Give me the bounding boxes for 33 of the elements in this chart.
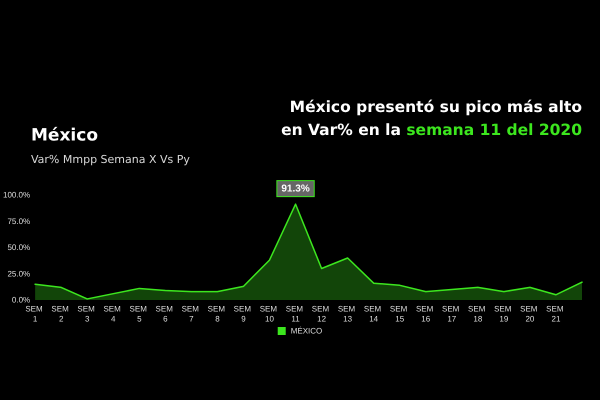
x-tick-label: SEM 12 xyxy=(312,304,332,324)
x-tick-label: SEM 5 xyxy=(130,304,150,324)
x-tick-label: SEM 10 xyxy=(260,304,280,324)
x-tick-label: SEM 18 xyxy=(468,304,488,324)
chart-title: México xyxy=(31,126,98,146)
x-tick-label: SEM 8 xyxy=(208,304,228,324)
x-tick-label: SEM 6 xyxy=(156,304,176,324)
data-label: 91.3% xyxy=(281,184,310,195)
x-tick-label: SEM 1 xyxy=(25,304,45,324)
text: en Var% en la xyxy=(281,121,401,139)
y-tick-label: 50.0% xyxy=(7,243,30,252)
y-tick-label: 25.0% xyxy=(7,269,30,278)
x-tick-label: SEM 19 xyxy=(494,304,514,324)
x-tick-label: SEM 21 xyxy=(546,304,566,324)
x-tick-label: SEM 13 xyxy=(338,304,358,324)
legend-label: MÉXICO xyxy=(290,326,322,336)
y-tick-label: 0.0% xyxy=(12,296,30,304)
x-tick-label: SEM 20 xyxy=(520,304,540,324)
text: semana 11 del 2020 xyxy=(406,121,582,139)
y-tick-label: 75.0% xyxy=(7,216,30,226)
x-tick-label: SEM 9 xyxy=(234,304,254,324)
chart-subtitle: Var% Mmpp Semana X Vs Py xyxy=(31,153,190,166)
x-tick-label: SEM 7 xyxy=(182,304,202,324)
text: México presentó su pico más alto xyxy=(290,98,582,116)
y-tick-label: 100.0% xyxy=(2,190,30,200)
x-tick-label: SEM 3 xyxy=(77,304,97,324)
x-tick-label: SEM 17 xyxy=(442,304,462,324)
x-tick-label: SEM 15 xyxy=(390,304,410,324)
x-tick-label: SEM 16 xyxy=(416,304,436,324)
x-tick-label: SEM 14 xyxy=(364,304,384,324)
x-tick-label: SEM 2 xyxy=(51,304,71,324)
x-tick-label: SEM 11 xyxy=(286,304,306,324)
x-tick-label: SEM 4 xyxy=(103,304,124,324)
